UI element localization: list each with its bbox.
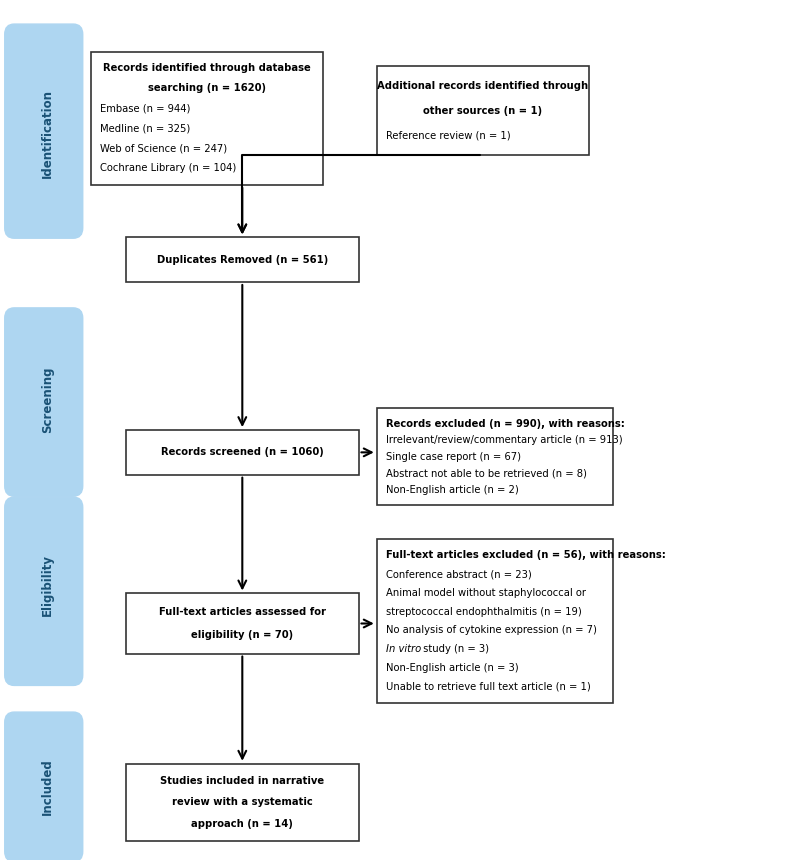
Text: Additional records identified through: Additional records identified through: [377, 81, 589, 90]
Bar: [377, 408, 613, 505]
Text: Cochrane Library (n = 104): Cochrane Library (n = 104): [100, 163, 236, 173]
Text: Records identified through database: Records identified through database: [103, 64, 310, 73]
Bar: [377, 539, 613, 703]
Text: Records excluded (n = 990), with reasons:: Records excluded (n = 990), with reasons…: [386, 419, 625, 428]
Text: Medline (n = 325): Medline (n = 325): [100, 123, 191, 133]
Text: In vitro: In vitro: [386, 644, 422, 654]
Text: Non-English article (n = 2): Non-English article (n = 2): [386, 485, 519, 494]
Text: Embase (n = 944): Embase (n = 944): [100, 103, 191, 114]
FancyBboxPatch shape: [5, 497, 83, 685]
Text: Single case report (n = 67): Single case report (n = 67): [386, 452, 521, 462]
Text: Duplicates Removed (n = 561): Duplicates Removed (n = 561): [157, 255, 328, 265]
Bar: [91, 52, 323, 185]
Text: Identification: Identification: [41, 89, 54, 178]
Text: Studies included in narrative: Studies included in narrative: [160, 777, 325, 786]
Text: streptococcal endophthalmitis (n = 19): streptococcal endophthalmitis (n = 19): [386, 606, 582, 617]
Text: Full-text articles excluded (n = 56), with reasons:: Full-text articles excluded (n = 56), wi…: [386, 550, 666, 561]
FancyBboxPatch shape: [5, 712, 83, 860]
Text: other sources (n = 1): other sources (n = 1): [423, 106, 543, 115]
Text: Web of Science (n = 247): Web of Science (n = 247): [100, 143, 227, 153]
Text: study (n = 3): study (n = 3): [420, 644, 489, 654]
Bar: [126, 430, 359, 475]
FancyBboxPatch shape: [5, 24, 83, 238]
Text: Irrelevant/review/commentary article (n = 913): Irrelevant/review/commentary article (n …: [386, 435, 623, 445]
Bar: [377, 66, 589, 155]
Text: Conference abstract (n = 23): Conference abstract (n = 23): [386, 569, 532, 579]
Text: Abstract not able to be retrieved (n = 8): Abstract not able to be retrieved (n = 8…: [386, 468, 587, 478]
Text: Full-text articles assessed for: Full-text articles assessed for: [159, 607, 325, 617]
Text: Included: Included: [41, 759, 54, 815]
Text: review with a systematic: review with a systematic: [172, 797, 313, 808]
Text: Unable to retrieve full text article (n = 1): Unable to retrieve full text article (n …: [386, 681, 591, 691]
Text: No analysis of cytokine expression (n = 7): No analysis of cytokine expression (n = …: [386, 625, 597, 636]
Text: Eligibility: Eligibility: [41, 554, 54, 616]
Text: Screening: Screening: [41, 366, 54, 433]
Bar: [126, 593, 359, 654]
Bar: [126, 764, 359, 841]
Bar: [126, 237, 359, 282]
Text: searching (n = 1620): searching (n = 1620): [148, 83, 266, 94]
Text: eligibility (n = 70): eligibility (n = 70): [191, 630, 293, 640]
FancyBboxPatch shape: [5, 308, 83, 496]
Text: Reference review (n = 1): Reference review (n = 1): [386, 131, 511, 140]
Text: approach (n = 14): approach (n = 14): [191, 819, 293, 828]
Text: Animal model without staphylococcal or: Animal model without staphylococcal or: [386, 588, 586, 598]
Text: Non-English article (n = 3): Non-English article (n = 3): [386, 663, 519, 673]
Text: Records screened (n = 1060): Records screened (n = 1060): [161, 447, 324, 458]
